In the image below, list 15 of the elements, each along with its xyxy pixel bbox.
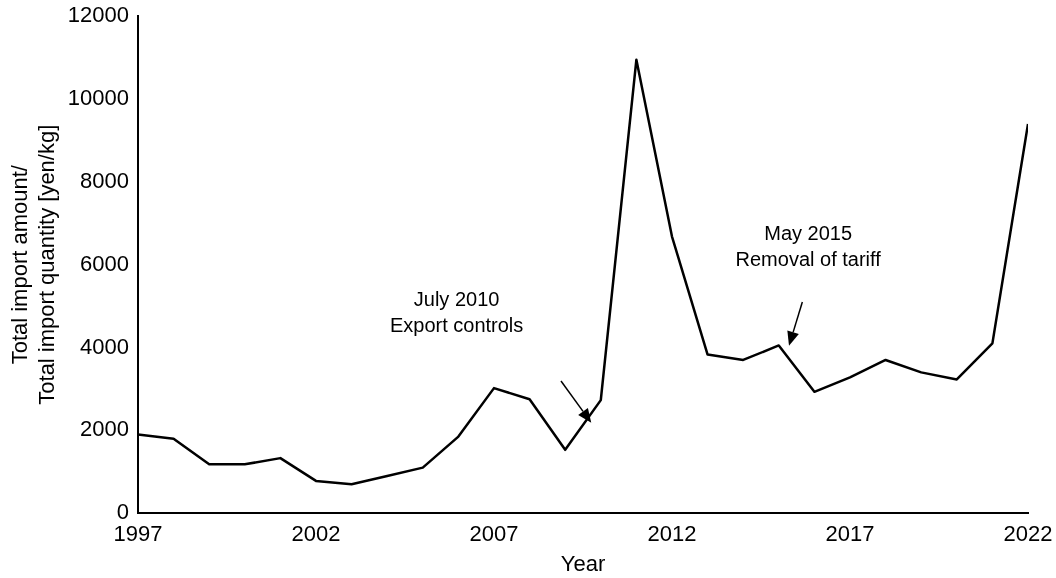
y-axis-title: Total import amount/ Total import quantity [yen/kg] (7, 124, 59, 405)
x-tick-label: 2017 (825, 521, 875, 547)
y-tick-label: 12000 (67, 2, 129, 28)
annotation: July 2010 Export controls (389, 287, 524, 336)
y-tick-label: 10000 (67, 85, 129, 111)
y-tick-label: 4000 (80, 333, 129, 359)
x-tick-label: 2022 (1003, 521, 1053, 547)
y-tick-label: 8000 (80, 167, 129, 193)
y-tick-label: 2000 (80, 416, 129, 442)
x-axis-title: Year (560, 550, 606, 576)
x-tick-label: 2012 (647, 521, 697, 547)
x-tick-label: 2007 (469, 521, 519, 547)
y-tick-label: 6000 (80, 250, 129, 276)
x-tick-label: 2002 (291, 521, 341, 547)
annotation: May 2015 Removal of tariff (735, 222, 882, 271)
